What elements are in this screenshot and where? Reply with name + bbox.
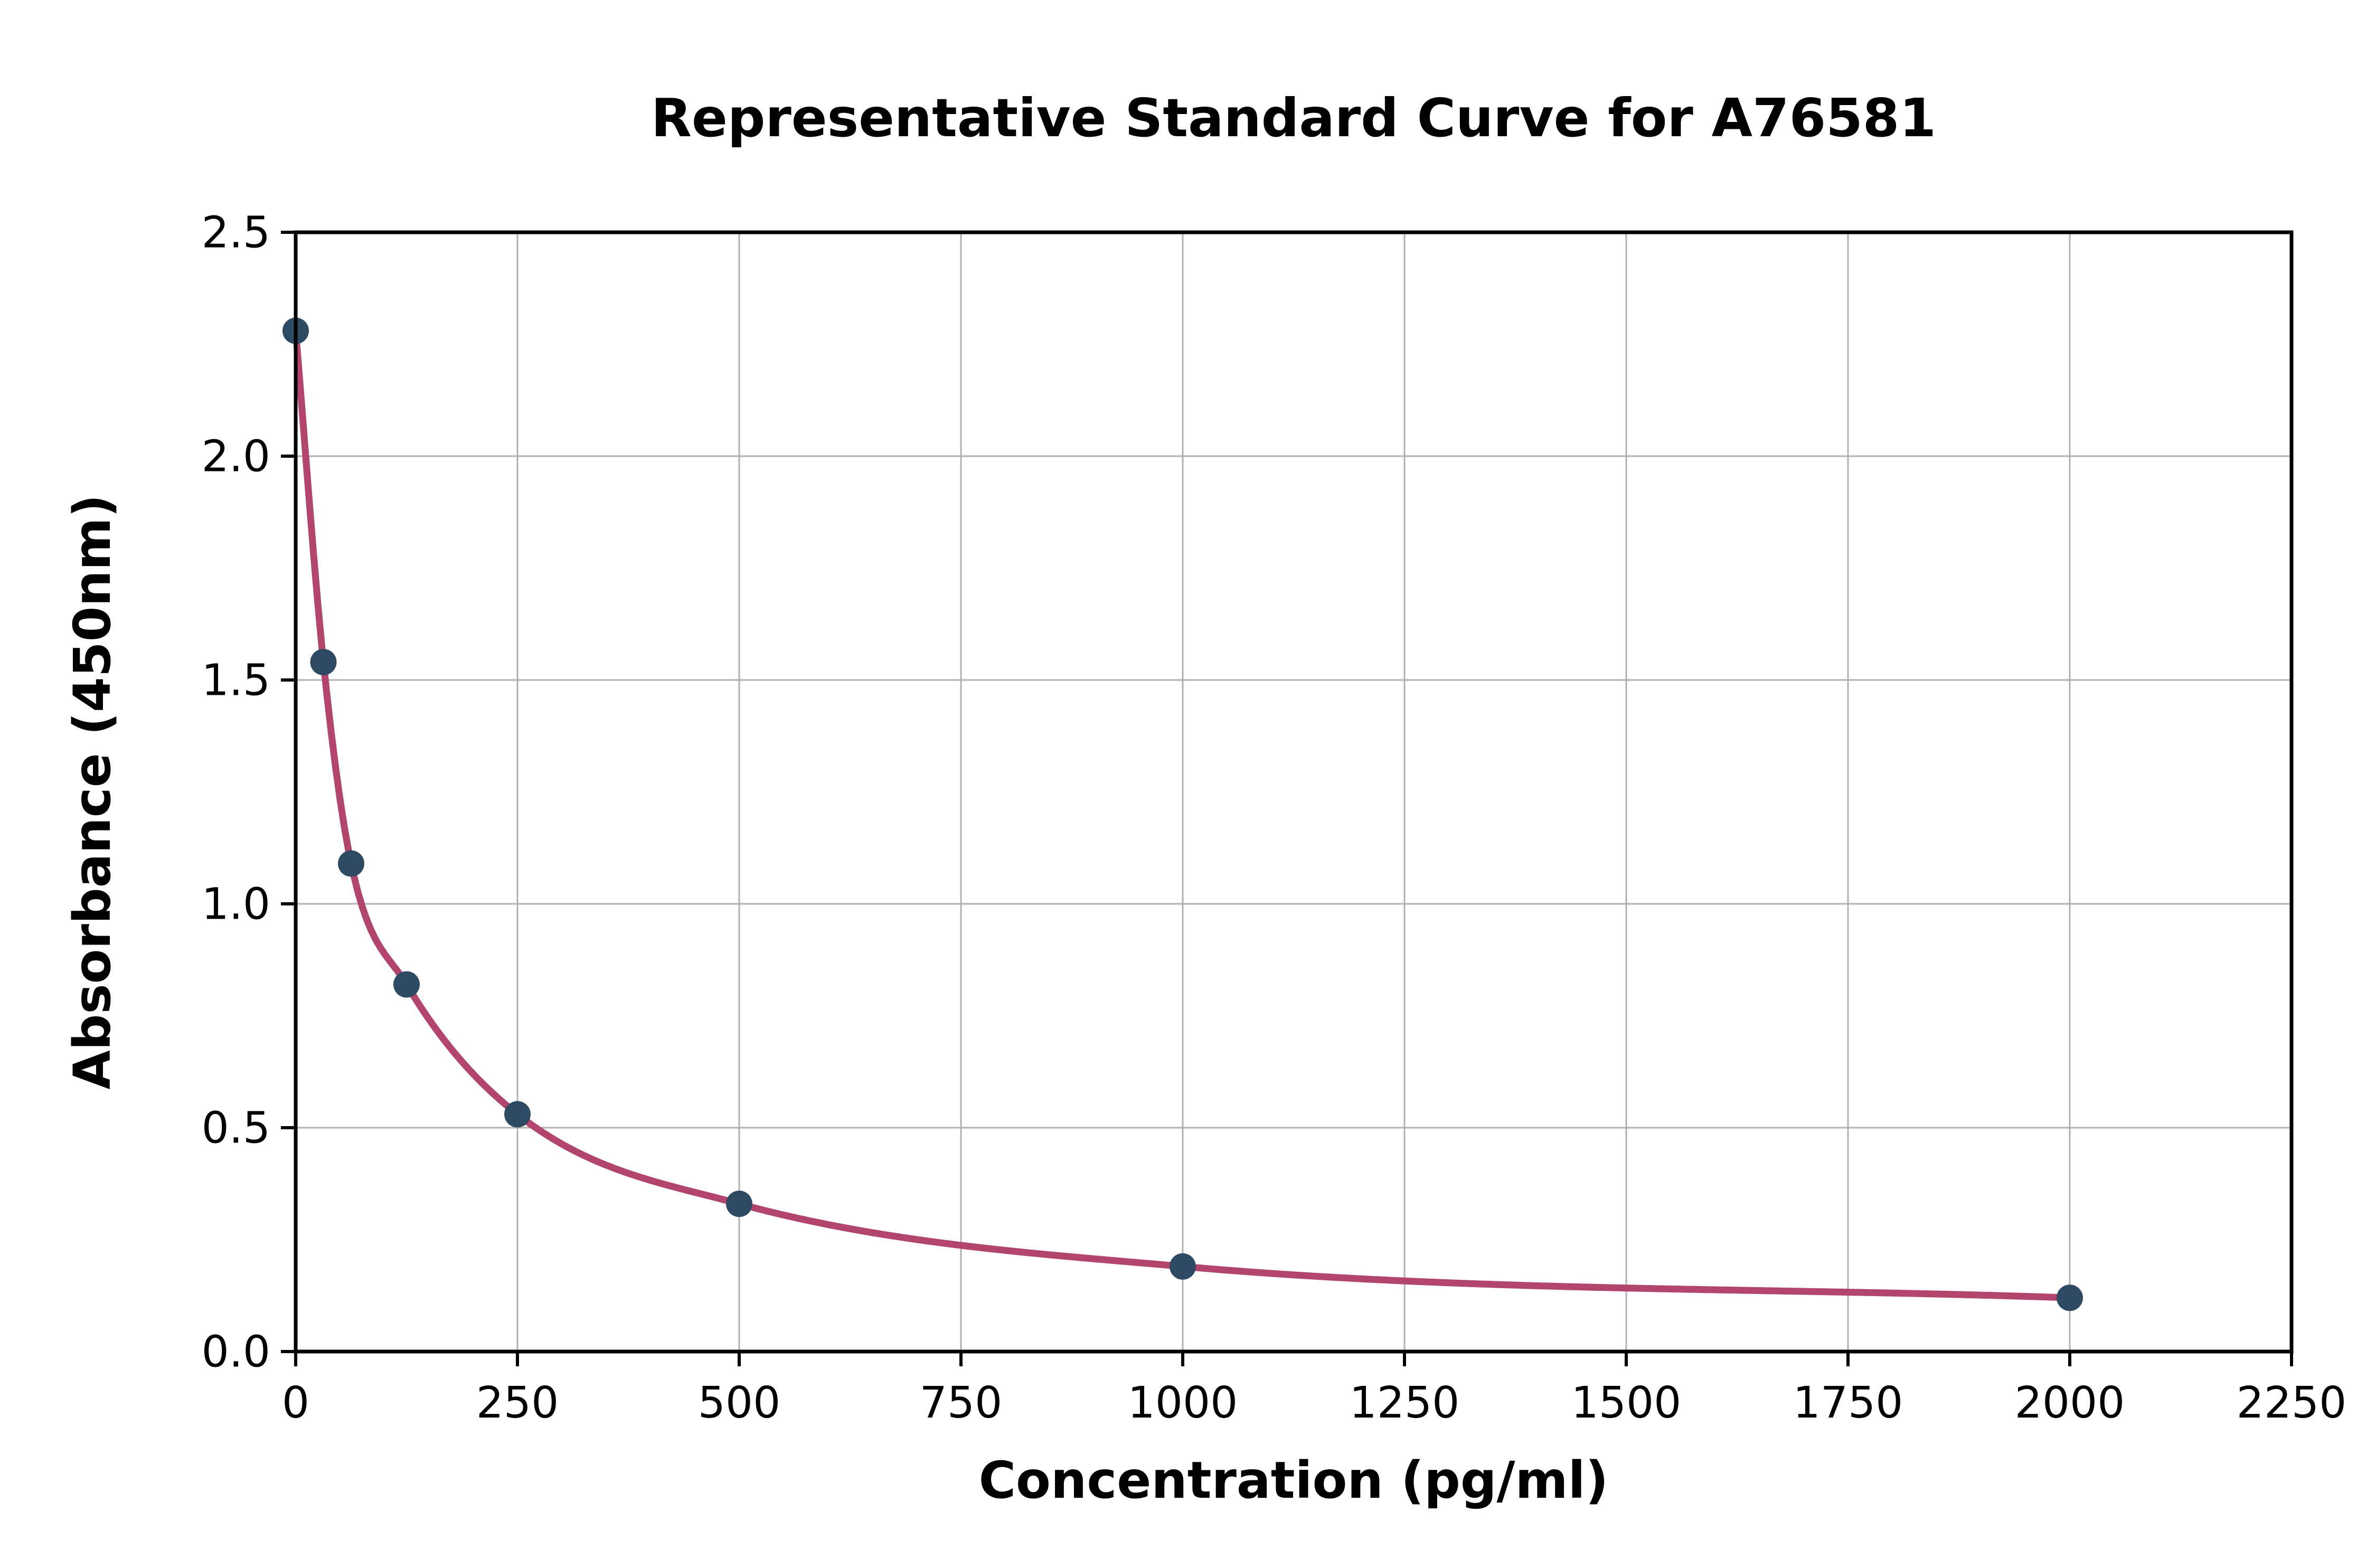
y-tick-label: 2.5 [202,208,270,258]
x-tick-label: 0 [282,1378,309,1428]
x-tick-label: 1750 [1793,1378,1903,1428]
data-point [2057,1284,2083,1311]
axes-frame [294,230,2294,1354]
x-tick-label: 1250 [1350,1378,1460,1428]
y-tick-label: 2.0 [202,432,270,482]
x-tick-label: 2000 [2015,1378,2125,1428]
y-tick-label: 0.0 [202,1327,270,1377]
y-axis-label: Absorbance (450nm) [63,494,122,1090]
data-point [726,1191,752,1217]
chart-title: Representative Standard Curve for A76581 [651,87,1936,149]
plot-background [296,232,2292,1352]
y-tick-label: 0.5 [202,1103,270,1154]
x-tick-label: 250 [476,1378,559,1428]
data-point [338,850,364,877]
data-point [1170,1253,1196,1280]
x-axis-label: Concentration (pg/ml) [978,1451,1609,1510]
data-point [393,971,420,998]
x-tick-label: 1500 [1571,1378,1682,1428]
data-point [504,1101,531,1128]
x-tick-label: 2250 [2237,1378,2347,1428]
y-tick-label: 1.0 [202,880,270,930]
y-tick-label: 1.5 [202,656,270,706]
x-tick-label: 500 [698,1378,781,1428]
x-tick-label: 1000 [1128,1378,1238,1428]
data-point [310,649,337,676]
x-tick-label: 750 [920,1378,1003,1428]
